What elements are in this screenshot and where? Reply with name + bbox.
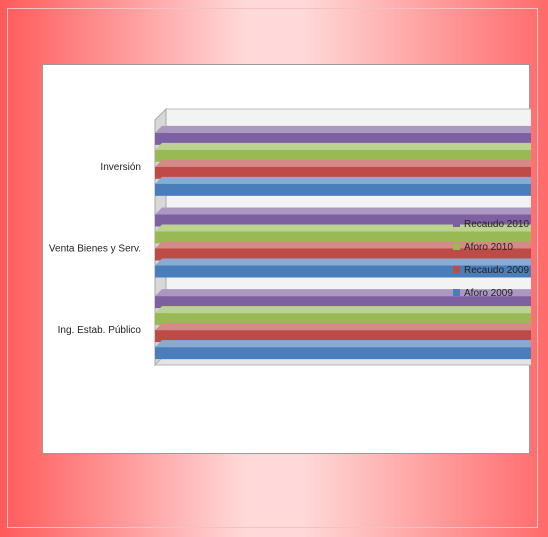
bar-top xyxy=(155,323,531,331)
bar-top xyxy=(155,159,531,167)
chart-area: Inversión$ 250.000.000$ 250.000.000$ 50.… xyxy=(42,64,531,454)
category-label: Inversión xyxy=(100,162,141,173)
legend-swatch xyxy=(453,220,460,227)
bar xyxy=(155,149,531,162)
legend-label: Recaudo 2009 xyxy=(464,265,529,276)
bar xyxy=(155,347,531,360)
bar-top xyxy=(155,241,531,249)
bar xyxy=(155,313,531,326)
bar-top xyxy=(155,258,531,266)
bar xyxy=(155,166,531,179)
bar-top xyxy=(155,176,531,184)
legend-swatch xyxy=(453,243,460,250)
category-label: Ing. Estab. Público xyxy=(58,325,142,336)
bar xyxy=(155,296,531,309)
category-label: Venta Bienes y Serv. xyxy=(49,244,141,255)
bar xyxy=(155,214,531,227)
bar xyxy=(155,183,531,196)
legend-swatch xyxy=(453,266,460,273)
bar-top xyxy=(155,289,531,297)
legend-label: Aforo 2009 xyxy=(464,288,513,299)
bar xyxy=(155,330,531,343)
legend-swatch xyxy=(453,289,460,296)
bar-top xyxy=(155,340,531,348)
bar-chart: Inversión$ 250.000.000$ 250.000.000$ 50.… xyxy=(49,107,531,367)
bar-top xyxy=(155,224,531,232)
bar xyxy=(155,265,531,278)
legend-label: Recaudo 2010 xyxy=(464,219,529,230)
bar-top xyxy=(155,207,531,215)
bar xyxy=(155,248,531,261)
bar-top xyxy=(155,306,531,314)
bar-top xyxy=(155,125,531,133)
bar-top xyxy=(155,142,531,150)
legend-label: Aforo 2010 xyxy=(464,242,513,253)
chart-frame: Inversión$ 250.000.000$ 250.000.000$ 50.… xyxy=(7,8,538,528)
bar xyxy=(155,231,531,244)
bar xyxy=(155,132,531,145)
